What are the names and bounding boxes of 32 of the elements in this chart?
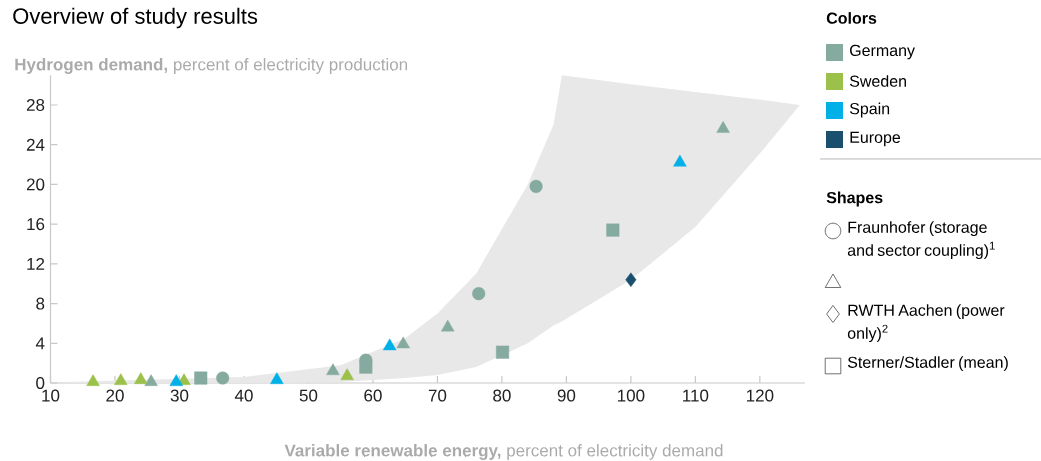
x-tick-label: 70 [428,389,447,402]
x-tick-label: 10 [42,389,60,402]
text: Shapes [826,191,883,207]
y-tick-label: 4 [35,337,45,350]
legend-title: Colors [826,12,877,24]
legend-label: Sweden [849,75,906,87]
y-tick-label: 28 [26,98,45,112]
x-tick-label: 110 [683,389,709,402]
x-tick-label: 20 [106,389,124,402]
x-tick-label: 80 [493,389,511,402]
x-tick-label: 90 [557,389,576,402]
legend-label: Fraunhofer (storage and sector coupling)$^{1}$ [847,221,995,260]
x-tick-label: 120 [746,389,774,402]
y-tick-label: 0 [36,376,45,390]
legend-label: Europe [850,131,901,147]
y-tick-label: 8 [36,297,45,310]
x-tick-label: 100 [618,389,645,402]
x-tick-label: 30 [170,389,189,402]
x-tick-label: 50 [299,389,318,402]
y-tick-label: 12 [27,257,45,270]
legend-label: Sterner/Stadler (mean) [847,356,1008,372]
legend-label: Spain [849,102,890,118]
y-tick-label: 20 [26,178,45,191]
y-tick-label: 24 [26,138,45,151]
x-tick-label: 60 [364,389,382,402]
x-tick-label: 40 [234,389,253,402]
legend-label: RWTH Aachen (power only)$^{2}$ [847,304,1005,343]
y-tick-label: 16 [27,218,45,231]
x-axis-title: Variable renewable energy, percent of electricity demand [284,444,723,460]
legend-label: Germany [850,44,915,60]
y-axis-title: Hydrogen demand, percent of electricity production [15,58,408,74]
chart-title: Overview of study results [13,7,258,29]
